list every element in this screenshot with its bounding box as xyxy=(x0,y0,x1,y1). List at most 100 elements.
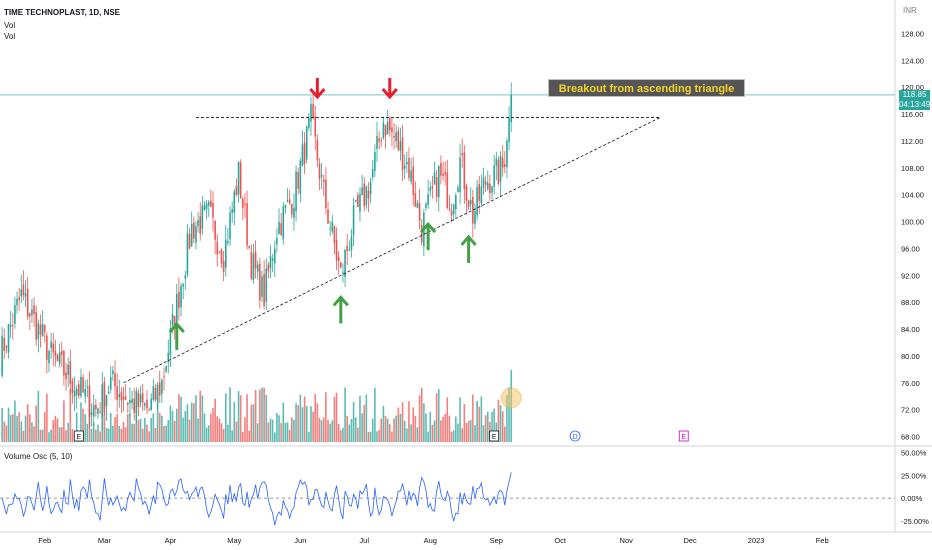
candle-body xyxy=(461,153,464,156)
candle-body xyxy=(50,341,52,348)
candle-body xyxy=(163,375,165,377)
volume-bar xyxy=(310,406,312,442)
volume-bar xyxy=(450,431,453,442)
volume-bar xyxy=(406,428,408,442)
candle-body xyxy=(35,312,38,340)
volume-bar xyxy=(254,390,257,442)
volume-bar xyxy=(252,404,255,442)
candle-body xyxy=(218,251,221,253)
volume-bar xyxy=(133,423,135,442)
bar-countdown: 04:13:49 xyxy=(899,100,931,109)
volume-bar xyxy=(508,387,510,442)
candle-body xyxy=(78,384,80,396)
candle-body xyxy=(224,239,227,268)
candle-body xyxy=(327,209,329,224)
volume-bar xyxy=(376,431,378,442)
volume-bar xyxy=(280,423,282,442)
candle-body xyxy=(82,377,84,393)
candle-body xyxy=(322,179,325,182)
candle-body xyxy=(199,216,202,234)
candle-body xyxy=(154,388,157,400)
candle-body xyxy=(137,393,140,407)
candle-body xyxy=(295,171,297,212)
time-tick-label: May xyxy=(227,536,241,545)
candle-body xyxy=(286,200,289,202)
volume-bar xyxy=(501,411,504,442)
volume-bar xyxy=(173,420,176,442)
candle-body xyxy=(63,350,65,376)
volume-bar xyxy=(331,420,334,442)
volume-bar xyxy=(154,427,157,442)
vol-label-2: Vol xyxy=(4,32,16,41)
volume-bar xyxy=(504,426,506,442)
candle-body xyxy=(193,222,195,239)
volume-bar xyxy=(31,422,33,442)
volume-bar xyxy=(250,404,253,442)
candle-body xyxy=(242,198,244,208)
candle-body xyxy=(71,380,74,393)
time-tick-label: Feb xyxy=(816,536,829,545)
volume-bar xyxy=(193,403,195,442)
volume-bar xyxy=(203,413,206,442)
candle-body xyxy=(190,223,193,246)
volume-bar xyxy=(50,429,52,442)
candle-body xyxy=(455,195,457,210)
volume-bar xyxy=(499,405,502,442)
candle-body xyxy=(195,226,197,243)
candle-body xyxy=(139,394,142,403)
volume-bar xyxy=(295,403,297,442)
candle-body xyxy=(416,202,419,208)
price-tick-label: 80.00 xyxy=(901,352,920,361)
candle-body xyxy=(165,366,167,372)
time-tick-label: Jun xyxy=(294,536,306,545)
candle-body xyxy=(84,389,86,397)
up-arrow xyxy=(332,295,349,324)
candle-body xyxy=(435,177,438,198)
candle-body xyxy=(395,132,397,142)
volume-bar xyxy=(256,423,259,442)
event-marker: D xyxy=(569,430,581,442)
osc-tick-label: 25.00% xyxy=(901,471,927,480)
candle-body xyxy=(220,249,223,264)
volume-bar xyxy=(463,403,466,442)
event-marker-label: E xyxy=(681,434,686,441)
candle-body xyxy=(248,245,251,248)
volume-bar xyxy=(58,427,61,442)
volume-bar xyxy=(446,397,449,442)
candle-body xyxy=(469,200,472,205)
candle-body xyxy=(129,399,131,404)
price-tick-label: 116.00 xyxy=(901,110,923,119)
candle-body xyxy=(412,166,415,195)
volume-bar xyxy=(297,405,299,442)
volume-bar xyxy=(433,420,436,442)
candle-body xyxy=(333,226,336,244)
candle-body xyxy=(86,386,89,388)
volume-bar xyxy=(231,430,233,442)
volume-bar xyxy=(129,413,131,442)
volume-bar xyxy=(476,400,478,442)
candle-body xyxy=(9,324,12,327)
up-arrow-head xyxy=(420,221,437,234)
volume-bar xyxy=(480,396,483,442)
volume-bar xyxy=(263,387,265,442)
volume-bar xyxy=(357,427,359,442)
volume-bar xyxy=(350,418,353,442)
candle-body xyxy=(331,221,334,232)
volume-bar xyxy=(412,407,415,442)
price-tick-label: 100.00 xyxy=(901,218,924,227)
candle-body xyxy=(495,158,498,166)
candle-body xyxy=(482,177,485,188)
candle-body xyxy=(450,211,453,216)
volume-bar xyxy=(267,422,270,442)
volume-bar xyxy=(420,387,423,442)
volume-bar xyxy=(56,418,59,442)
candle-body xyxy=(491,186,493,193)
volume-bar xyxy=(114,417,116,442)
candle-body xyxy=(33,305,35,315)
volume-bar xyxy=(391,431,393,442)
volume-bar xyxy=(41,429,44,442)
candle-body xyxy=(444,171,446,175)
candle-body xyxy=(233,191,236,213)
volume-bar xyxy=(137,419,140,442)
